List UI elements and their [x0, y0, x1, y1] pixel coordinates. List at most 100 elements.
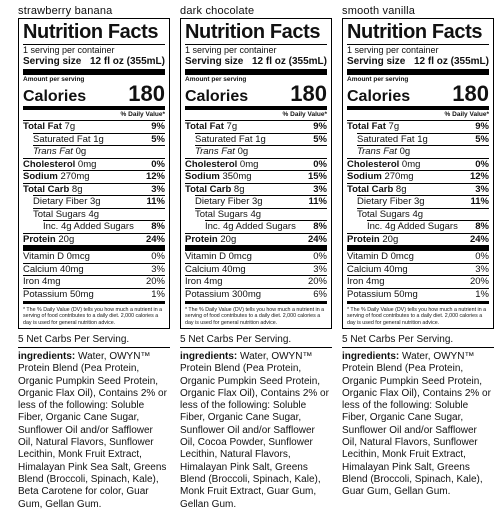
calories-value: 180: [452, 81, 489, 106]
nutrient-name: Dietary Fiber: [357, 196, 412, 207]
nutrient-name: Inc. 4g Added Sugars: [205, 221, 296, 232]
flavor-name: strawberry banana: [18, 5, 113, 17]
nutrient-name: Total Sugars: [195, 208, 248, 220]
nutrient: Total Sugars 4g: [195, 209, 261, 221]
nutrient: Saturated Fat 1g: [357, 134, 428, 146]
mineral-dv: 0%: [313, 251, 327, 262]
daily-value: 9%: [313, 121, 327, 132]
nutrient-row: Total Sugars 4g: [33, 207, 165, 221]
serving-size: Serving size 12 fl oz (355mL): [23, 56, 165, 75]
amount-per-serving: Amount per serving: [23, 76, 85, 83]
mineral-name: Vitamin D 0mcg: [23, 251, 90, 262]
nutrient: Trans Fat 0g: [357, 146, 410, 158]
mineral-row: Potassium 50mg 1%: [347, 287, 489, 301]
nutrient: Total Fat 7g: [347, 121, 399, 133]
daily-value: 9%: [151, 121, 165, 132]
nutrient-name: Protein: [23, 233, 56, 245]
nutrient-name: Total Fat: [347, 121, 386, 132]
nutrient-amount: 8g: [395, 183, 407, 195]
amount-per-serving: Amount per serving: [185, 76, 247, 83]
daily-value: 24%: [307, 233, 327, 245]
nutrient: Dietary Fiber 3g: [357, 196, 425, 208]
nutrient-amount: 20g: [220, 233, 237, 245]
nutrition-box: Nutrition Facts 1 serving per container Se…: [180, 18, 332, 329]
mineral-row: Vitamin D 0mcg 0%: [347, 251, 489, 263]
nutrient-name: Trans Fat: [33, 146, 73, 157]
dv-header: % Daily Value*: [444, 111, 489, 118]
mineral-name: Vitamin D 0mcg: [185, 251, 252, 262]
nutrient-name: Cholesterol: [185, 158, 238, 170]
calories: Calories 180: [23, 81, 165, 110]
nutrient: Cholesterol 0mg: [185, 159, 258, 171]
daily-value: 11%: [146, 196, 166, 207]
daily-value: 5%: [151, 133, 165, 145]
daily-value: 5%: [475, 133, 489, 145]
mineral-row: Vitamin D 0mcg 0%: [185, 251, 327, 263]
daily-value: 11%: [308, 196, 328, 207]
calories-value: 180: [128, 81, 165, 106]
calories-label: Calories: [185, 88, 249, 105]
mineral-name: Potassium 50mg: [347, 288, 418, 300]
nutrient: Sodium 270mg: [347, 171, 414, 183]
nutrient-row: Dietary Fiber 3g 11%: [357, 195, 489, 208]
nutrient: Total Fat 7g: [23, 121, 75, 133]
daily-value: 12%: [469, 171, 489, 182]
page: strawberry banana Nutrition Facts 1 servin…: [18, 5, 494, 510]
mineral-row: Calcium 40mg 3%: [347, 262, 489, 276]
nutrient-row: Trans Fat 0g: [357, 145, 489, 158]
nutrient: Total Carb 8g: [185, 184, 245, 196]
mineral-row: Iron 4mg 20%: [23, 275, 165, 288]
nutrient-amount: 0g: [399, 146, 411, 157]
calories-label: Calories: [23, 88, 87, 105]
daily-value: 12%: [145, 171, 165, 182]
nutrient-amount: 20g: [382, 233, 399, 245]
nutrient-row: Total Carb 8g 3%: [23, 182, 165, 196]
mineral-row: Calcium 40mg 3%: [185, 262, 327, 276]
nutrient-amount: 4g: [412, 208, 424, 220]
flavor-name: smooth vanilla: [342, 5, 416, 17]
serving-size-label: Serving size: [23, 56, 82, 67]
nutrient: Cholesterol 0mg: [23, 159, 96, 171]
nutrient-amount: 3g: [252, 196, 263, 207]
nutrient: Total Carb 8g: [347, 184, 407, 196]
nutrient-amount: 270mg: [60, 171, 90, 182]
nutrient-name: Total Fat: [185, 121, 224, 132]
mineral-name: Calcium 40mg: [23, 263, 84, 275]
nutrient-amount: 4g: [88, 208, 100, 220]
nutrient: Dietary Fiber 3g: [195, 196, 263, 208]
daily-value: 8%: [313, 221, 327, 232]
daily-value: 9%: [475, 121, 489, 132]
nutrient: Total Sugars 4g: [357, 209, 423, 221]
nutrient-row: Sodium 270mg 12%: [347, 170, 489, 183]
nutrient-row: Total Carb 8g 3%: [185, 182, 327, 196]
daily-value: 3%: [313, 183, 327, 195]
nutrient-row: Inc. 4g Added Sugars 8%: [205, 220, 327, 233]
nutrient-amount: 1g: [417, 133, 428, 145]
daily-value: 5%: [313, 133, 327, 145]
mineral-row: Calcium 40mg 3%: [23, 262, 165, 276]
daily-value: 0%: [151, 158, 165, 170]
nutrient-row: Cholesterol 0mg 0%: [347, 157, 489, 171]
mineral-dv: 1%: [151, 288, 165, 300]
nutrient-row: Total Carb 8g 3%: [347, 182, 489, 196]
net-carbs: 5 Net Carbs Per Serving.: [18, 329, 170, 348]
nutrient-amount: 7g: [226, 121, 238, 132]
nutrient-row: Dietary Fiber 3g 11%: [33, 195, 165, 208]
nutrient-name: Saturated Fat: [33, 133, 91, 145]
nutrient-row: Total Fat 7g 9%: [23, 120, 165, 133]
daily-value: 0%: [313, 158, 327, 170]
daily-value: 0%: [475, 158, 489, 170]
daily-value: 3%: [151, 183, 165, 195]
nutrient-amount: 270mg: [384, 171, 414, 182]
nutrient-row: Saturated Fat 1g 5%: [195, 132, 327, 146]
ingredients-label: ingredients:: [342, 351, 400, 362]
servings: 1 serving per container: [185, 45, 277, 55]
mineral-row: Iron 4mg 20%: [347, 275, 489, 288]
mineral-name: Iron 4mg: [347, 276, 385, 287]
mineral-name: Potassium 300mg: [185, 288, 262, 300]
nutrient: Total Sugars 4g: [33, 209, 99, 221]
footnote: * The % Daily Value (DV) tells you how m…: [347, 301, 489, 326]
mineral-row: Vitamin D 0mcg 0%: [23, 251, 165, 263]
calories-label: Calories: [347, 88, 411, 105]
nutrient-name: Dietary Fiber: [195, 196, 250, 207]
